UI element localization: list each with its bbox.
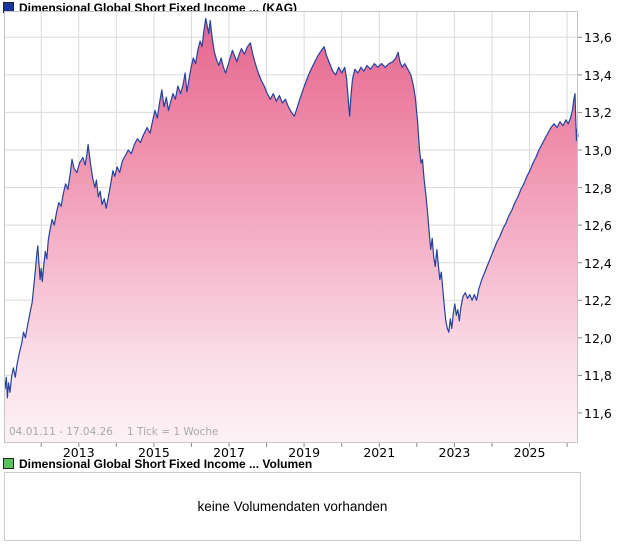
chart-info-text: 04.01.11 - 17.04.26 1 Tick = 1 Woche (9, 426, 218, 438)
chart-tick-info: 1 Tick = 1 Woche (126, 426, 219, 438)
x-axis-label: 2021 (363, 445, 396, 460)
y-axis-label: 12,2 (584, 293, 612, 309)
price-area (4, 18, 578, 443)
volume-series-marker-icon (3, 458, 14, 469)
x-axis-label: 2023 (438, 445, 471, 460)
x-axis-label: 2015 (137, 445, 170, 460)
volume-chart-title: Dimensional Global Short Fixed Income ..… (19, 456, 313, 471)
x-axis-label: 2025 (513, 445, 546, 460)
y-axis-label: 13,2 (584, 105, 612, 121)
y-axis-label: 13,0 (584, 142, 612, 158)
price-chart-plot: 04.01.11 - 17.04.26 1 Tick = 1 Woche (3, 11, 582, 448)
y-axis-label: 12,6 (584, 218, 612, 234)
volume-chart-legend: Dimensional Global Short Fixed Income ..… (3, 456, 313, 471)
y-axis-label: 12,0 (584, 330, 612, 346)
x-axis-label: 2019 (288, 445, 321, 460)
plot-border (4, 11, 578, 443)
volume-empty-panel: keine Volumendaten vorhanden (4, 472, 581, 541)
y-axis-label: 12,8 (584, 180, 612, 196)
x-axis-label: 2017 (213, 445, 245, 460)
volume-empty-message: keine Volumendaten vorhanden (197, 499, 388, 514)
price-chart-canvas (3, 11, 582, 447)
y-axis-label: 12,4 (584, 255, 612, 271)
y-axis-label: 11,6 (584, 405, 612, 421)
y-axis-label: 11,8 (584, 368, 612, 384)
chart-date-range: 04.01.11 - 17.04.26 (9, 426, 113, 438)
x-axis-label: 2013 (62, 445, 95, 460)
y-axis-label: 13,4 (584, 67, 612, 83)
price-line (3, 17, 579, 399)
y-axis-label: 13,6 (584, 30, 612, 46)
